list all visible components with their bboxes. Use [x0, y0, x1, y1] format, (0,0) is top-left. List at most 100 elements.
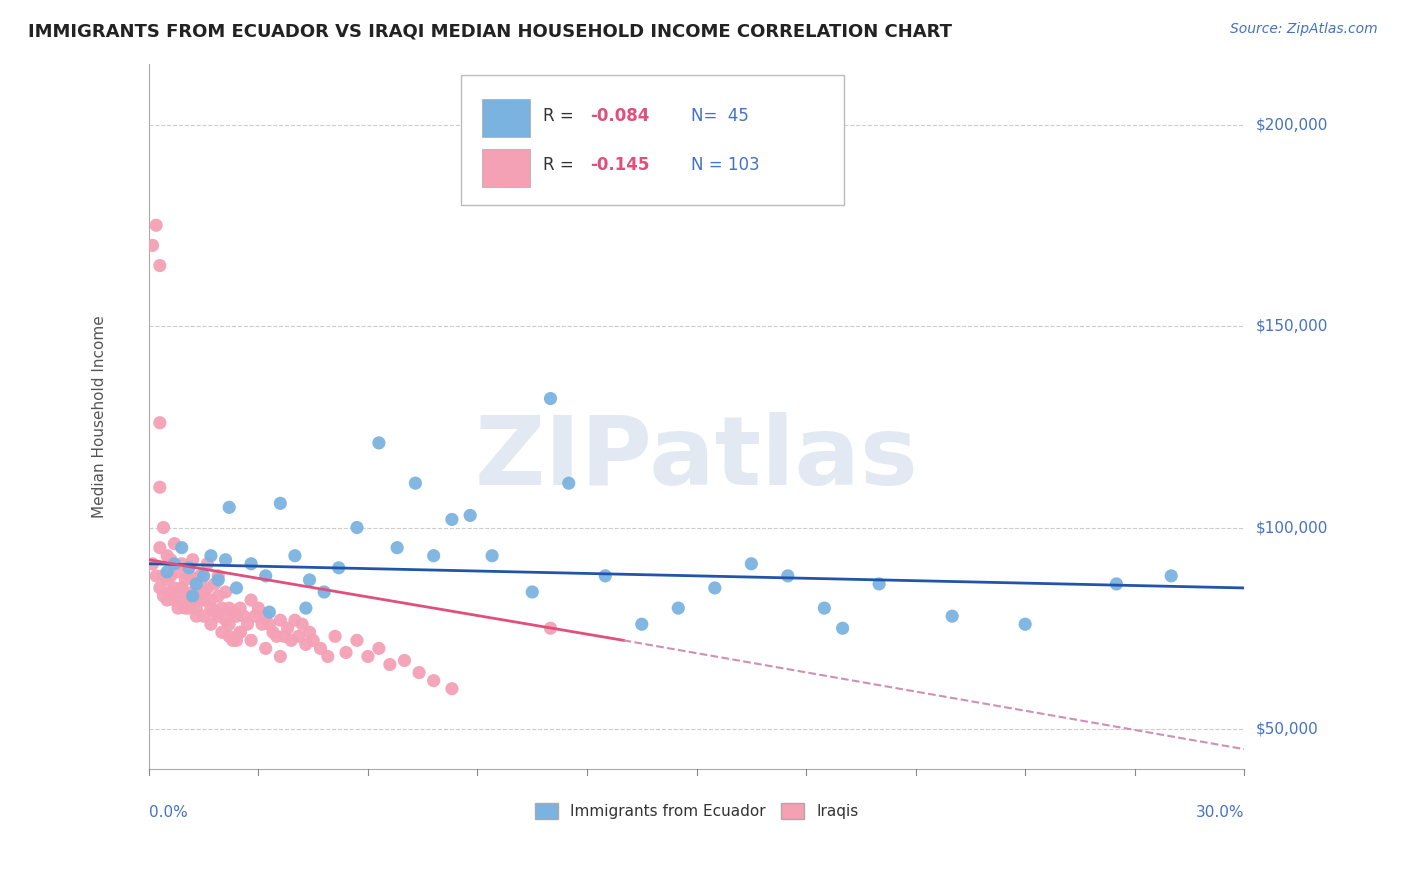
Point: [149, 480, 172, 494]
Point: [211, 601, 233, 615]
Point: [236, 617, 259, 632]
Point: [254, 569, 277, 583]
Text: Median Household Income: Median Household Income: [91, 315, 107, 518]
Point: [225, 609, 247, 624]
Point: [181, 589, 204, 603]
Point: [186, 609, 208, 624]
Text: IMMIGRANTS FROM ECUADOR VS IRAQI MEDIAN HOUSEHOLD INCOME CORRELATION CHART: IMMIGRANTS FROM ECUADOR VS IRAQI MEDIAN …: [28, 22, 952, 40]
Point: [269, 613, 291, 627]
Point: [181, 553, 204, 567]
Text: -0.084: -0.084: [591, 106, 650, 125]
Text: $50,000: $50,000: [1256, 722, 1317, 737]
Point: [204, 577, 226, 591]
Point: [181, 585, 204, 599]
Point: [149, 581, 172, 595]
Point: [214, 613, 236, 627]
Point: [177, 561, 200, 575]
Point: [440, 681, 463, 696]
Point: [152, 520, 174, 534]
Point: [195, 557, 218, 571]
Point: [298, 625, 321, 640]
Point: [1105, 577, 1128, 591]
Point: [200, 601, 222, 615]
Point: [298, 573, 321, 587]
Point: [630, 617, 652, 632]
Text: N = 103: N = 103: [692, 156, 759, 174]
Point: [593, 569, 616, 583]
Point: [291, 617, 314, 632]
FancyBboxPatch shape: [461, 75, 845, 205]
FancyBboxPatch shape: [482, 149, 530, 186]
Point: [170, 581, 193, 595]
Point: [222, 633, 245, 648]
Point: [269, 649, 291, 664]
Point: [222, 605, 245, 619]
Point: [188, 593, 211, 607]
Point: [266, 629, 288, 643]
Point: [193, 585, 215, 599]
Point: [163, 581, 186, 595]
Point: [666, 601, 689, 615]
Point: [225, 581, 247, 595]
Point: [207, 569, 229, 583]
Point: [193, 569, 215, 583]
Point: [232, 609, 254, 624]
Point: [1014, 617, 1036, 632]
Point: [247, 601, 270, 615]
Point: [218, 500, 240, 515]
Point: [156, 573, 179, 587]
Point: [259, 617, 281, 632]
Point: [309, 641, 332, 656]
Point: [156, 565, 179, 579]
Point: [149, 259, 172, 273]
Point: [167, 565, 190, 579]
Point: [163, 557, 186, 571]
Point: [214, 553, 236, 567]
Point: [186, 577, 208, 591]
Point: [200, 593, 222, 607]
Point: [284, 549, 307, 563]
Point: [254, 641, 277, 656]
Point: [186, 601, 208, 615]
Point: [404, 476, 426, 491]
Point: [163, 593, 186, 607]
Point: [323, 629, 346, 643]
Point: [385, 541, 408, 555]
Point: [540, 392, 562, 406]
Point: [941, 609, 963, 624]
Point: [207, 589, 229, 603]
Point: [287, 629, 309, 643]
Text: R =: R =: [543, 156, 579, 174]
Point: [481, 549, 503, 563]
Point: [152, 569, 174, 583]
Text: R =: R =: [543, 106, 579, 125]
Point: [159, 553, 181, 567]
Point: [394, 653, 416, 667]
Point: [346, 520, 368, 534]
Point: [156, 593, 179, 607]
Point: [200, 549, 222, 563]
Point: [240, 633, 263, 648]
Text: $150,000: $150,000: [1256, 318, 1327, 334]
Point: [141, 557, 163, 571]
Point: [188, 569, 211, 583]
Point: [141, 238, 163, 252]
Point: [558, 476, 581, 491]
Point: [211, 625, 233, 640]
Point: [243, 609, 266, 624]
Point: [254, 609, 277, 624]
Point: [422, 673, 444, 688]
Point: [346, 633, 368, 648]
Point: [186, 573, 208, 587]
Point: [159, 569, 181, 583]
Point: [813, 601, 835, 615]
Point: [328, 561, 350, 575]
Point: [314, 585, 336, 599]
Point: [280, 633, 302, 648]
Point: [367, 435, 389, 450]
Point: [522, 585, 544, 599]
Point: [240, 557, 263, 571]
FancyBboxPatch shape: [482, 99, 530, 137]
Point: [440, 512, 463, 526]
Point: [195, 581, 218, 595]
